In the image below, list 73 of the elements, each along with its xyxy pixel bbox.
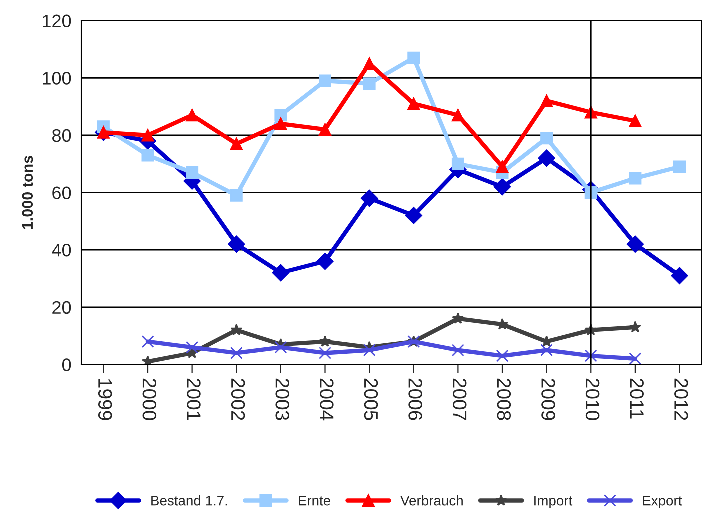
x-tick-label: 2008	[497, 378, 512, 420]
y-tick-label: 0	[62, 358, 72, 372]
point	[97, 126, 110, 139]
point	[142, 149, 154, 162]
x-tick-label: 2006	[408, 378, 422, 420]
point	[186, 166, 199, 179]
point	[540, 344, 554, 357]
x-tick-label: 2009	[542, 378, 556, 420]
y-axis-title: 1.000 tons	[22, 156, 34, 230]
point	[671, 267, 688, 284]
point	[584, 350, 598, 362]
x-tick-label: 2011	[630, 378, 644, 419]
point	[319, 336, 332, 347]
point	[408, 98, 420, 110]
point	[230, 346, 243, 360]
y-tick-label: 60	[52, 186, 72, 200]
point	[274, 341, 288, 354]
point	[629, 172, 642, 185]
point	[319, 123, 332, 136]
point	[452, 109, 464, 122]
legend-label: Import	[534, 496, 573, 508]
point	[629, 321, 642, 333]
y-tick-label: 20	[52, 301, 72, 314]
y-tick-label: 120	[43, 14, 72, 28]
point	[230, 189, 243, 202]
point	[629, 114, 642, 128]
point	[452, 312, 464, 324]
point	[274, 118, 288, 130]
x-tick-label: 1999	[98, 379, 112, 420]
point	[142, 336, 154, 348]
point	[361, 190, 378, 208]
point	[494, 178, 512, 196]
point	[274, 109, 288, 122]
point	[452, 344, 464, 357]
point	[316, 252, 334, 270]
point	[142, 129, 154, 142]
point	[540, 132, 554, 145]
y-tick-label: 40	[52, 244, 72, 257]
point	[272, 264, 290, 282]
point	[674, 160, 686, 174]
legend-label: Verbrauch	[400, 496, 463, 506]
legend-label: Export	[643, 496, 682, 508]
x-tick-label: 2012	[674, 378, 688, 420]
legend-label: Ernte	[299, 496, 330, 506]
point	[408, 52, 420, 64]
point	[496, 350, 509, 362]
point	[626, 236, 644, 253]
point	[319, 346, 332, 360]
x-tick-label: 2001	[187, 378, 201, 420]
point	[186, 341, 199, 354]
x-tick-label: 2007	[452, 378, 467, 420]
legend-label: Bestand 1.7.	[152, 496, 228, 506]
point	[629, 352, 642, 365]
point	[230, 138, 243, 150]
point	[363, 344, 376, 357]
point	[405, 207, 422, 224]
point	[186, 109, 199, 122]
x-tick-label: 2002	[231, 378, 246, 420]
point	[363, 78, 376, 90]
point	[452, 158, 464, 170]
point	[228, 236, 246, 253]
x-tick-label: 2004	[320, 378, 334, 421]
x-tick-label: 2010	[586, 378, 600, 420]
point	[496, 160, 509, 174]
point	[540, 94, 554, 108]
y-tick-label: 100	[43, 72, 72, 85]
x-tick-label: 2005	[364, 378, 378, 420]
point	[538, 150, 556, 167]
x-tick-label: 2000	[142, 378, 157, 420]
point	[319, 74, 332, 88]
x-tick-label: 2003	[276, 378, 290, 420]
point	[230, 324, 243, 336]
y-tick-label: 80	[52, 129, 72, 142]
